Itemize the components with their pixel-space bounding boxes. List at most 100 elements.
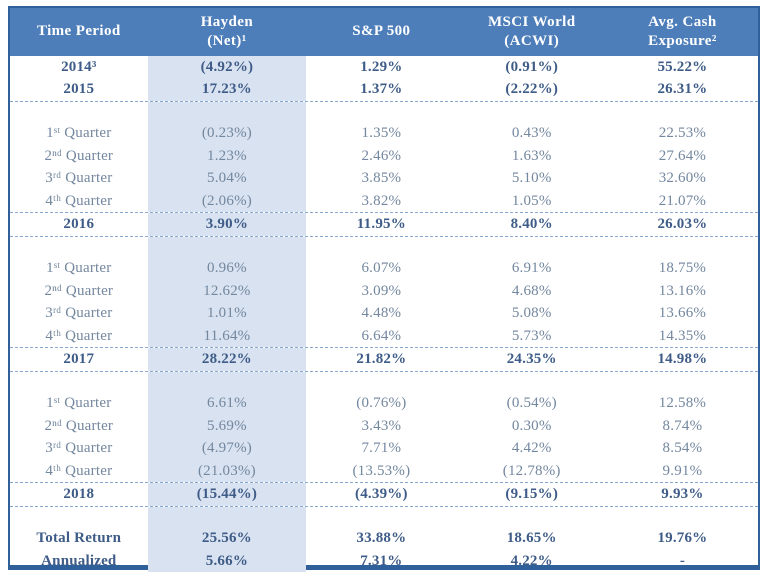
period-cell: Total Return: [36, 530, 122, 547]
value-cell: [607, 237, 758, 258]
spacer-row: [10, 371, 758, 393]
table-row: 2015 17.23% 1.37% (2.22%) 26.31%: [10, 78, 758, 102]
period-cell: 3ʳᵈ Quarter: [45, 305, 113, 322]
table-row: 2ⁿᵈ Quarter 1.23% 2.46% 1.63% 27.64%: [10, 145, 758, 168]
period-cell: 2018: [63, 485, 95, 502]
value-cell: [147, 101, 307, 123]
value-cell: 6.64%: [361, 327, 402, 344]
value-cell: 27.64%: [658, 147, 707, 164]
period-cell: 2017: [63, 350, 95, 367]
value-cell: 21.07%: [658, 192, 707, 209]
value-cell: (21.03%): [147, 459, 307, 483]
value-cell: 6.07%: [361, 260, 402, 277]
value-cell: 1.37%: [360, 81, 403, 98]
period-cell: 3ʳᵈ Quarter: [45, 170, 113, 187]
value-cell: 12.58%: [658, 395, 707, 412]
period-cell: 2ⁿᵈ Quarter: [44, 417, 114, 434]
table-row: 2017 28.22% 21.82% 24.35% 14.98%: [10, 348, 758, 372]
value-cell: -: [679, 552, 686, 569]
value-cell: 28.22%: [147, 348, 307, 371]
value-cell: [457, 507, 607, 528]
value-cell: 9.93%: [661, 485, 704, 502]
value-cell: 8.40%: [510, 216, 553, 233]
header-label: Exposure²: [648, 33, 717, 49]
value-cell: [457, 237, 607, 258]
table-row: 1ˢᵗ Quarter 6.61% (0.76%) (0.54%) 12.58%: [10, 392, 758, 416]
table-row: 2ⁿᵈ Quarter 5.69% 3.43% 0.30% 8.74%: [10, 415, 758, 438]
header-label: Avg. Cash: [648, 13, 717, 30]
spacer-row: [10, 101, 758, 123]
value-cell: (0.54%): [506, 395, 557, 412]
value-cell: [607, 372, 758, 393]
value-cell: 26.03%: [657, 216, 708, 233]
period-cell: [10, 507, 148, 528]
value-cell: 3.43%: [361, 417, 402, 434]
value-cell: 24.35%: [506, 350, 557, 367]
value-cell: 7.71%: [361, 440, 402, 457]
table-row: Total Return 25.56% 33.88% 18.65% 19.76%: [10, 527, 758, 551]
value-cell: 3.90%: [147, 213, 307, 236]
value-cell: [607, 507, 758, 528]
value-cell: [306, 102, 456, 123]
table-row: 3ʳᵈ Quarter 5.04% 3.85% 5.10% 32.60%: [10, 167, 758, 190]
value-cell: (0.91%): [505, 58, 559, 75]
period-cell: 4ᵗʰ Quarter: [45, 192, 113, 209]
value-cell: 32.60%: [658, 170, 707, 187]
table-row: 4ᵗʰ Quarter (2.06%) 3.82% 1.05% 21.07%: [10, 189, 758, 214]
value-cell: 7.31%: [360, 552, 403, 569]
value-cell: 19.76%: [657, 530, 708, 547]
period-cell: 4ᵗʰ Quarter: [45, 462, 113, 479]
table-row: 3ʳᵈ Quarter (4.97%) 7.71% 4.42% 8.54%: [10, 437, 758, 460]
value-cell: (15.44%): [147, 483, 307, 506]
header-label: (Net)¹: [207, 33, 247, 49]
value-cell: [306, 372, 456, 393]
value-cell: (2.22%): [505, 81, 559, 98]
value-cell: [306, 507, 456, 528]
value-cell: 4.42%: [511, 440, 552, 457]
value-cell: 25.56%: [147, 527, 307, 551]
header-label: Hayden: [200, 13, 254, 30]
value-cell: 1.35%: [361, 125, 402, 142]
value-cell: [147, 236, 307, 258]
header-time-period: Time Period: [10, 22, 148, 42]
value-cell: (12.78%): [502, 462, 561, 479]
period-cell: 4ᵗʰ Quarter: [45, 327, 113, 344]
returns-table: Time Period Hayden (Net)¹ S&P 500 MSCI W…: [8, 6, 760, 573]
table-row: 1ˢᵗ Quarter (0.23%) 1.35% 0.43% 22.53%: [10, 122, 758, 146]
value-cell: 22.53%: [658, 125, 707, 142]
table-row: 2014³ (4.92%) 1.29% (0.91%) 55.22%: [10, 56, 758, 79]
header-label: S&P 500: [352, 23, 411, 40]
table-row: 2018 (15.44%) (4.39%) (9.15%) 9.93%: [10, 483, 758, 507]
table-body: 2014³ (4.92%) 1.29% (0.91%) 55.22% 2015 17.23%…: [10, 56, 758, 575]
period-cell: 1ˢᵗ Quarter: [46, 395, 112, 412]
value-cell: 4.48%: [361, 305, 402, 322]
value-cell: 21.82%: [356, 350, 407, 367]
value-cell: 0.96%: [147, 257, 307, 281]
value-cell: [607, 102, 758, 123]
period-cell: Annualized: [41, 552, 117, 569]
header-label: (ACWI): [504, 33, 560, 49]
value-cell: 6.61%: [147, 392, 307, 416]
value-cell: 55.22%: [657, 58, 708, 75]
value-cell: (0.23%): [147, 122, 307, 146]
table-row: 2ⁿᵈ Quarter 12.62% 3.09% 4.68% 13.16%: [10, 280, 758, 303]
table-header-row: Time Period Hayden (Net)¹ S&P 500 MSCI W…: [10, 8, 758, 56]
table-row: 2016 3.90% 11.95% 8.40% 26.03%: [10, 213, 758, 237]
value-cell: [457, 102, 607, 123]
value-cell: 13.66%: [658, 305, 707, 322]
value-cell: (13.53%): [352, 462, 411, 479]
header-avg-cash-exposure: Avg. Cash Exposure²: [607, 13, 758, 52]
period-cell: 2015: [63, 81, 95, 98]
spacer-row: [10, 236, 758, 258]
value-cell: 0.43%: [511, 125, 552, 142]
table-row: 3ʳᵈ Quarter 1.01% 4.48% 5.08% 13.66%: [10, 302, 758, 325]
value-cell: (9.15%): [505, 485, 559, 502]
period-cell: [10, 102, 148, 123]
value-cell: 1.05%: [511, 192, 552, 209]
value-cell: 8.74%: [662, 417, 703, 434]
value-cell: 1.29%: [360, 58, 403, 75]
period-cell: 1ˢᵗ Quarter: [46, 260, 112, 277]
value-cell: [306, 237, 456, 258]
value-cell: 17.23%: [147, 78, 307, 101]
value-cell: 33.88%: [356, 530, 407, 547]
